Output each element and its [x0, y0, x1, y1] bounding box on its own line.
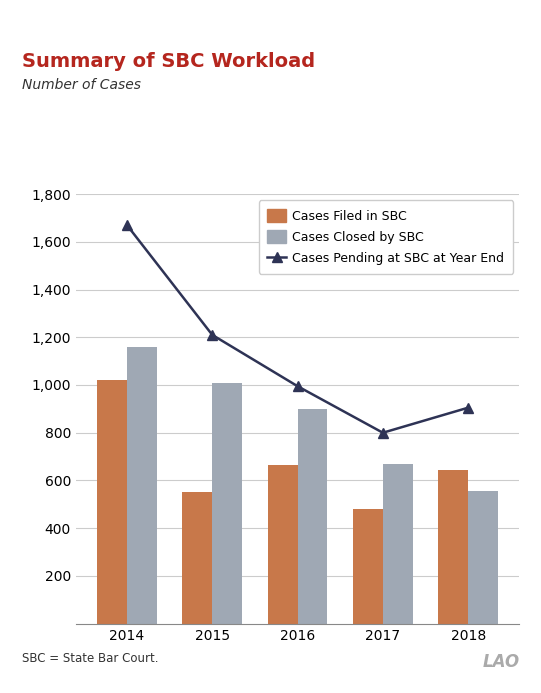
Bar: [182, 493, 212, 624]
Text: Number of Cases: Number of Cases: [22, 78, 141, 91]
Bar: [97, 380, 127, 624]
Text: LAO: LAO: [482, 653, 519, 671]
Text: Figure 4: Figure 4: [9, 21, 74, 35]
Text: Summary of SBC Workload: Summary of SBC Workload: [22, 52, 315, 71]
Bar: [212, 383, 242, 624]
Bar: [298, 409, 327, 624]
Bar: [268, 465, 298, 624]
Bar: [383, 464, 413, 624]
Bar: [127, 346, 157, 624]
Legend: Cases Filed in SBC, Cases Closed by SBC, Cases Pending at SBC at Year End: Cases Filed in SBC, Cases Closed by SBC,…: [259, 200, 513, 274]
Bar: [468, 491, 498, 624]
Text: SBC = State Bar Court.: SBC = State Bar Court.: [22, 652, 158, 665]
Bar: [438, 470, 468, 624]
Bar: [353, 509, 383, 624]
